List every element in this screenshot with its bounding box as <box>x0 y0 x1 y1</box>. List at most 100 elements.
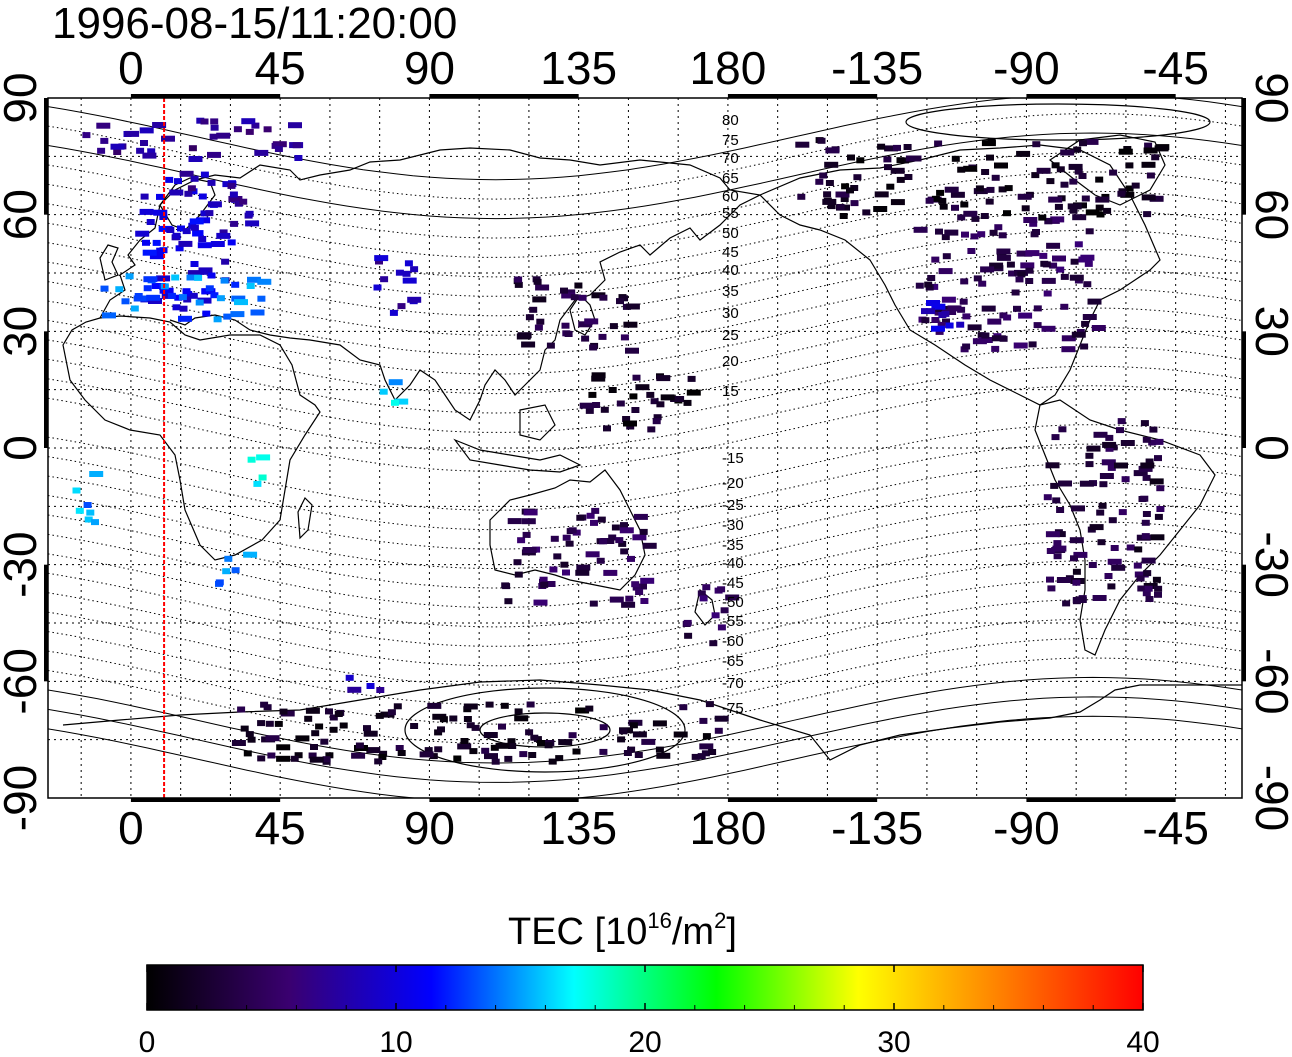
tec-pixel <box>186 274 201 281</box>
tec-pixel <box>941 234 950 241</box>
tec-pixel <box>588 391 597 398</box>
tec-pixel <box>1117 418 1126 425</box>
tec-pixel <box>839 213 848 219</box>
tec-pixel <box>1116 427 1124 434</box>
tec-pixel <box>522 547 537 553</box>
tec-pixel <box>619 728 628 735</box>
tec-pixel <box>1032 229 1040 235</box>
tec-pixel <box>660 394 675 401</box>
tec-pixel <box>1054 203 1063 210</box>
tec-pixel <box>627 555 635 562</box>
tec-pixel <box>646 391 655 398</box>
tec-pixel <box>617 736 626 743</box>
tec-pixel <box>683 399 692 406</box>
tec-pixel <box>380 276 389 283</box>
lon-tick-label-top: 0 <box>118 42 144 94</box>
tec-pixel <box>1006 261 1015 268</box>
tec-pixel <box>1081 320 1090 327</box>
tec-pixel <box>1020 262 1035 269</box>
tec-pixel <box>640 598 649 604</box>
tec-pixel <box>1133 470 1148 477</box>
tec-pixel <box>182 288 191 295</box>
tec-pixel <box>500 702 509 709</box>
tec-pixel <box>568 527 577 534</box>
contour-label: 60 <box>722 188 739 205</box>
tec-pixel <box>981 332 990 339</box>
coast-new-zealand <box>694 588 716 626</box>
tec-pixel <box>1045 462 1060 469</box>
tec-pixel <box>404 260 413 267</box>
tec-pixel <box>1151 154 1160 161</box>
tec-pixel <box>1052 497 1061 504</box>
tec-pixel <box>224 555 233 562</box>
tec-pixel <box>1061 335 1076 342</box>
tec-pixel <box>599 748 608 755</box>
tec-pixel <box>633 513 648 520</box>
tec-pixel <box>585 407 594 414</box>
contour-line <box>48 365 1242 453</box>
tec-pixel <box>555 755 564 762</box>
coast-antarctica <box>62 679 1242 761</box>
tec-pixel <box>549 566 558 573</box>
tec-pixel <box>1056 166 1065 173</box>
tec-pixel <box>200 118 209 125</box>
tec-pixel <box>1017 193 1032 200</box>
tec-pixel <box>699 743 714 750</box>
tec-pixel <box>528 752 537 758</box>
tec-pixel <box>210 241 225 247</box>
tec-pixel <box>1074 241 1083 248</box>
tec-pixel <box>1031 172 1040 179</box>
tec-pixel <box>202 310 211 317</box>
tec-pixel <box>925 197 934 204</box>
tec-pixel <box>125 273 134 280</box>
tec-pixel <box>599 294 608 301</box>
tec-pixel <box>1133 562 1142 569</box>
colorbar-label: TEC [1016/m2] <box>508 908 737 953</box>
lon-tick-label-top: -135 <box>831 42 923 94</box>
tec-pixel <box>1095 196 1110 203</box>
tec-pixel <box>987 138 996 144</box>
tec-pixel <box>388 379 403 386</box>
tec-pixel <box>1154 585 1163 592</box>
tec-pixel <box>591 375 606 382</box>
coast-greenland <box>1048 134 1166 206</box>
tec-pixel <box>962 313 971 320</box>
tec-pixel <box>1087 298 1102 305</box>
tec-pixel <box>938 268 953 275</box>
tec-pixel <box>525 314 534 321</box>
tec-pixel <box>890 167 905 174</box>
tec-pixel <box>600 538 615 544</box>
tec-pixel <box>1143 570 1152 577</box>
tec-pixel <box>135 230 150 237</box>
tec-pixel <box>245 128 254 135</box>
lon-tick-label-bottom: 45 <box>255 802 306 854</box>
tec-pixel <box>1046 548 1055 554</box>
tec-pixel <box>938 312 947 318</box>
tec-pixel <box>994 224 1003 231</box>
tec-pixel <box>924 281 933 288</box>
tec-pixel <box>146 219 155 225</box>
tec-pixel <box>228 196 243 202</box>
tec-pixel <box>819 172 828 179</box>
tec-pixel <box>1032 141 1041 148</box>
lat-tick-label-right: -30 <box>1246 531 1292 597</box>
tec-pixel <box>714 715 729 722</box>
tec-pixel <box>1140 420 1149 427</box>
tec-pixel <box>931 195 940 202</box>
tec-pixel <box>1025 250 1040 257</box>
tec-pixel <box>495 742 510 749</box>
tec-pixel <box>253 480 262 487</box>
tec-pixel <box>245 731 254 738</box>
tec-pixel <box>705 701 714 708</box>
tec-pixel <box>1154 455 1162 462</box>
tec-pixel <box>1102 441 1117 448</box>
tec-pixel <box>1111 564 1126 571</box>
tec-pixel <box>1096 509 1105 516</box>
tec-pixel <box>1017 271 1026 278</box>
tec-pixel <box>884 164 892 171</box>
tec-pixel <box>165 176 174 183</box>
tec-pixel <box>629 722 638 729</box>
tec-pixel <box>143 276 158 283</box>
tec-pixel <box>945 322 954 329</box>
